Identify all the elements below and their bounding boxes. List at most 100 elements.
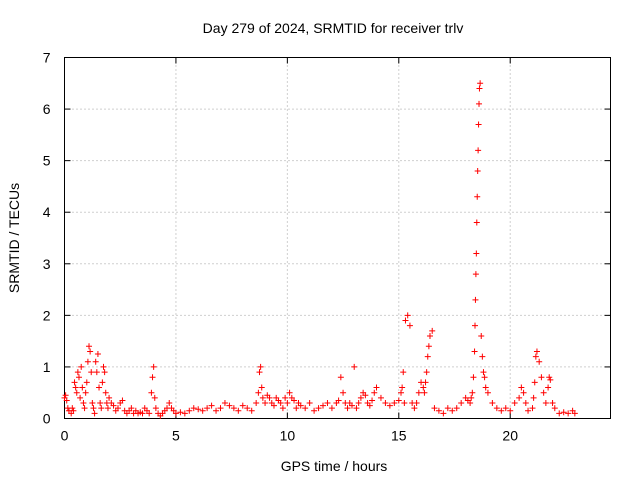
data-point (540, 389, 547, 396)
data-point (549, 400, 556, 407)
data-point (255, 389, 262, 396)
data-point (435, 407, 442, 414)
data-point (291, 397, 298, 404)
data-point (458, 400, 465, 407)
y-tick-label: 0 (43, 411, 51, 427)
data-point (277, 400, 284, 407)
data-point (259, 394, 266, 401)
data-point (473, 219, 480, 226)
data-point (93, 369, 100, 376)
data-point (404, 312, 411, 319)
data-point (256, 369, 263, 376)
data-point (470, 374, 477, 381)
data-point (538, 374, 545, 381)
x-axis-label: GPS time / hours (281, 458, 388, 474)
data-point (71, 379, 78, 386)
y-axis-label: SRMTID / TECUs (6, 183, 22, 293)
chart-title: Day 279 of 2024, SRMTID for receiver trl… (203, 20, 464, 36)
data-point (429, 327, 436, 334)
data-point (253, 400, 260, 407)
data-point (297, 402, 304, 409)
y-tick-label: 6 (43, 101, 51, 117)
data-point (152, 405, 159, 412)
data-point (91, 410, 98, 417)
data-point (90, 405, 97, 412)
data-point (230, 405, 237, 412)
data-point (199, 407, 206, 414)
data-point (96, 384, 103, 391)
data-point (77, 394, 84, 401)
data-point (399, 384, 406, 391)
data-point (547, 376, 554, 383)
data-point (453, 405, 460, 412)
data-point (502, 405, 509, 412)
data-point (195, 406, 202, 413)
data-point (128, 405, 135, 412)
data-point (357, 394, 364, 401)
data-point (186, 407, 193, 414)
data-point (148, 389, 155, 396)
x-tick-label: 5 (172, 428, 180, 444)
data-point (89, 400, 96, 407)
data-point (382, 400, 389, 407)
y-tick-label: 2 (43, 307, 51, 323)
data-point (518, 384, 525, 391)
data-point (306, 400, 313, 407)
data-point (398, 389, 405, 396)
data-point (82, 389, 89, 396)
data-point (266, 394, 273, 401)
y-tick-label: 4 (43, 204, 51, 220)
data-point (468, 394, 475, 401)
data-point (86, 343, 93, 350)
data-point (482, 384, 489, 391)
data-point (475, 147, 482, 154)
data-point (62, 392, 69, 399)
data-point (97, 400, 104, 407)
data-point (88, 369, 95, 376)
data-point (484, 389, 491, 396)
data-point (477, 80, 484, 87)
data-point (476, 100, 483, 107)
x-tick-label: 20 (502, 428, 518, 444)
data-point (99, 379, 106, 386)
data-point (258, 384, 265, 391)
data-point (530, 394, 537, 401)
x-tick-label: 0 (61, 428, 69, 444)
data-point (493, 405, 500, 412)
data-point (525, 407, 532, 414)
data-point (150, 363, 157, 370)
data-point (355, 400, 362, 407)
data-point (239, 402, 246, 409)
data-point (507, 407, 514, 414)
data-point (401, 400, 408, 407)
data-point (311, 407, 318, 414)
data-point (474, 193, 481, 200)
data-point (498, 407, 505, 414)
data-point (489, 400, 496, 407)
data-point (536, 358, 543, 365)
data-point (400, 369, 407, 376)
data-point (81, 405, 88, 412)
data-point (284, 400, 291, 407)
data-point (204, 405, 211, 412)
data-point (481, 374, 488, 381)
data-point (217, 405, 224, 412)
data-point (348, 402, 355, 409)
data-point (328, 405, 335, 412)
data-point (472, 322, 479, 329)
data-point (476, 85, 483, 92)
data-point (257, 363, 264, 370)
data-point (520, 389, 527, 396)
data-point (282, 394, 289, 401)
data-point (279, 405, 286, 412)
data-point (73, 389, 80, 396)
data-point (402, 317, 409, 324)
data-point (100, 363, 107, 370)
data-point (386, 402, 393, 409)
plot-frame (64, 57, 611, 419)
data-point (270, 402, 277, 409)
data-point (373, 384, 380, 391)
data-point (516, 394, 523, 401)
data-point (151, 394, 158, 401)
y-tick-label: 7 (43, 50, 51, 66)
